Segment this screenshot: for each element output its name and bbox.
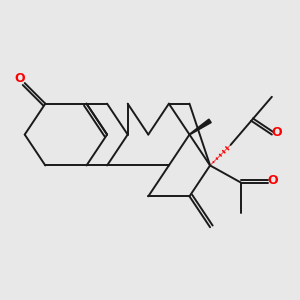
Text: O: O [14, 73, 25, 85]
Polygon shape [189, 119, 211, 135]
Text: O: O [271, 126, 282, 139]
Text: O: O [268, 174, 278, 188]
